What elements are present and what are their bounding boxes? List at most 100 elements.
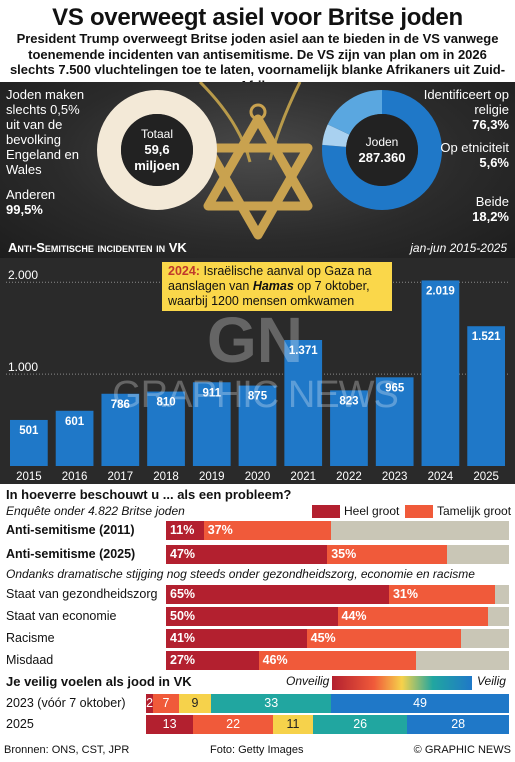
survey-title: In hoeverre beschouwt u ... als een prob… <box>6 487 292 502</box>
value-label: 786 <box>111 399 130 411</box>
incidents-bar-chart: 1.000 2.000 501 2015 601 2016 786 2017 810 2018 91… <box>6 268 509 483</box>
annotation-text-a: Israëlische aanval op Gaza na aanslagen … <box>168 264 372 293</box>
bar-2020 <box>238 385 277 466</box>
x-tick-label: 2025 <box>473 471 499 483</box>
ethnicity-value: 5,6% <box>479 155 509 170</box>
annotation-bold: Hamas <box>252 279 294 293</box>
others-share: Anderen 99,5% <box>6 187 94 217</box>
scale-left: Onveilig <box>286 674 330 688</box>
population-donut <box>97 90 217 210</box>
survey-subtitle: Enquête onder 4.822 Britse joden <box>6 504 185 518</box>
survey-row-label: Anti-semitisme (2011) <box>6 523 135 537</box>
bar-2025 <box>467 326 505 466</box>
value-label: 601 <box>65 416 85 428</box>
footer-photo: Foto: Getty Images <box>210 744 304 756</box>
safety-segment: 49 <box>331 694 509 713</box>
safety-segment: 28 <box>407 715 509 734</box>
x-tick-label: 2020 <box>245 471 271 483</box>
bar-2023 <box>375 377 414 466</box>
survey-row-label: Misdaad <box>6 653 54 667</box>
ethnicity-label: Op etniciteit <box>440 140 509 155</box>
bar-2016 <box>55 410 94 466</box>
safety-segment: 26 <box>312 715 408 734</box>
legend-fairly-large: Tamelijk groot <box>405 504 512 519</box>
value-label: 1.521 <box>472 331 501 343</box>
donut-segment-both <box>322 90 442 210</box>
value-label: 875 <box>248 391 268 403</box>
star-of-david-pendant <box>198 82 313 240</box>
footer: Bronnen: ONS, CST, JPR Foto: Getty Image… <box>0 740 515 762</box>
x-tick-label: 2016 <box>62 471 88 483</box>
bar-2017 <box>101 393 140 466</box>
donut1-unit: miljoen <box>134 158 180 173</box>
value-label: 1.371 <box>289 345 318 357</box>
segment-fairly-large: 44% <box>337 607 489 626</box>
donut2-value: 287.360 <box>358 150 406 165</box>
x-tick-label: 2019 <box>199 471 225 483</box>
x-tick-label: 2021 <box>290 471 316 483</box>
annotation-text-b: op 7 oktober, waarbij 1200 mensen omkwam… <box>168 279 370 308</box>
x-tick-label: 2018 <box>153 471 179 483</box>
safety-title: Je veilig voelen als jood in VK <box>6 674 192 689</box>
safety-segment: 9 <box>178 694 212 713</box>
both-label: Beide <box>475 194 509 209</box>
legend-label-fairly-large: Tamelijk groot <box>437 504 512 518</box>
page-title: VS overweegt asiel voor Britse joden <box>52 4 463 31</box>
survey-row-label: Racisme <box>6 631 55 645</box>
segment-very-large: 47% <box>166 545 328 564</box>
identity-ethnicity: Op etniciteit 5,6% <box>419 140 509 170</box>
annotation-year: 2024: <box>168 264 200 278</box>
safety-row-label: 2023 (vóór 7 oktober) <box>6 696 126 710</box>
identity-both: Beide 18,2% <box>419 194 509 224</box>
segment-very-large: 27% <box>166 651 259 670</box>
segment-fairly-large: 31% <box>388 585 496 604</box>
survey-row-label: Staat van gezondheidszorg <box>6 587 158 601</box>
survey-row-label: Staat van economie <box>6 609 117 623</box>
bar-2024 <box>421 280 460 466</box>
bar-2015 <box>10 419 48 466</box>
legend-label-very-large: Heel groot <box>344 504 400 518</box>
x-tick-label: 2024 <box>428 471 454 483</box>
incidents-chart-period: jan-jun 2015-2025 <box>410 241 507 255</box>
y-tick-label: 1.000 <box>8 360 38 374</box>
segment-very-large: 50% <box>166 607 338 626</box>
both-value: 18,2% <box>472 209 509 224</box>
donut1-label: Totaal <box>140 127 174 141</box>
segment-very-large: 41% <box>166 629 307 648</box>
bar-2019 <box>192 382 231 466</box>
donut-ring-others <box>97 90 217 210</box>
identity-religion: Identificeert op religie 76,3% <box>419 87 509 132</box>
value-label: 965 <box>385 382 405 394</box>
legend-swatch-fairly-large <box>405 505 433 519</box>
religion-value: 76,3% <box>472 117 509 132</box>
donut-center <box>346 114 418 186</box>
survey-row-label: Anti-semitisme (2025) <box>6 547 136 561</box>
safety-segment: 22 <box>193 715 274 734</box>
x-tick-label: 2023 <box>382 471 408 483</box>
segment-fairly-large: 46% <box>258 651 417 670</box>
population-donut-label: Totaal 59,6 miljoen <box>117 127 197 174</box>
x-tick-label: 2017 <box>108 471 134 483</box>
segment-fairly-large: 45% <box>306 629 461 648</box>
safety-row-label: 2025 <box>6 717 34 731</box>
value-label: 2.019 <box>426 285 455 297</box>
safety-segment: 11 <box>273 715 313 734</box>
segment-fairly-large: 35% <box>327 545 448 564</box>
donut-center <box>121 114 193 186</box>
donut1-value: 59,6 <box>144 142 170 157</box>
legend-very-large: Heel groot <box>312 504 400 519</box>
bar-2018 <box>147 391 185 466</box>
bar-2022 <box>330 390 368 466</box>
annotation-2024: 2024: Israëlische aanval op Gaza na aans… <box>162 262 392 311</box>
safety-segment: 13 <box>146 715 194 734</box>
segment-fairly-large: 37% <box>203 521 331 540</box>
footer-copyright: © GRAPHIC NEWS <box>413 744 511 756</box>
safety-segment: 2 <box>146 694 154 713</box>
segment-very-large: 65% <box>166 585 389 604</box>
bar-2021 <box>284 339 323 466</box>
segment-very-large: 11% <box>166 521 204 540</box>
donut2-label: Joden <box>365 135 399 149</box>
others-value: 99,5% <box>6 202 43 217</box>
footer-sources: Bronnen: ONS, CST, JPR <box>4 744 130 756</box>
safety-scale-gradient <box>332 676 472 690</box>
